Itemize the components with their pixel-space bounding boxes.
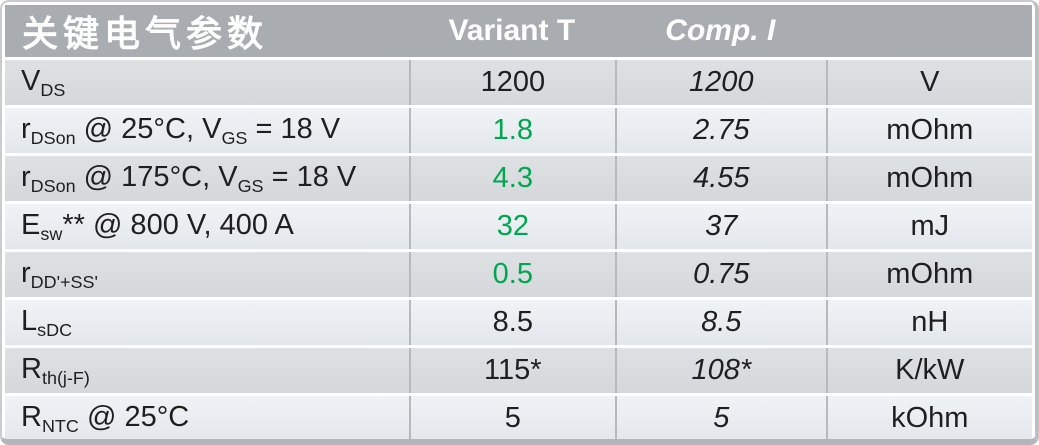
table-row: Rth(j-F) 115* 108* K/kW [5,348,1032,393]
comp-i-value-cell: 8.5 [615,300,826,345]
unit-cell: mOhm [825,156,1032,201]
unit-cell: mOhm [825,108,1032,153]
variant-t-value-cell: 4.3 [408,156,616,201]
variant-t-value-cell: 32 [408,204,616,249]
parameter-text: ** @ 800 V, 400 A [62,208,294,241]
table-row: rDSon @ 25°C, VGS = 18 V 1.8 2.75 mOhm [5,108,1032,153]
comp-i-value-cell: 0.75 [615,252,826,297]
table-title: 关键电气参数 [5,5,409,57]
comp-i-value-cell: 2.75 [615,108,826,153]
comp-i-value-cell: 5 [615,396,826,439]
parameter-subscript: NTC [41,415,79,436]
comp-i-value-cell: 4.55 [615,156,826,201]
parameter-subscript: sw [40,223,63,244]
column-header-comp-i: Comp. I [615,5,826,57]
table-header-row: 关键电气参数 Variant T Comp. I [5,5,1032,57]
parameter-text: r [21,160,31,193]
parameter-cell: VDS [5,60,409,105]
electrical-parameters-table: 关键电气参数 Variant T Comp. I VDS 1200 1200 V… [5,2,1032,439]
unit-cell: mOhm [825,252,1032,297]
unit-cell: mJ [825,204,1032,249]
table-row: RNTC @ 25°C 5 5 kOhm [5,396,1032,439]
parameter-subscript: DS [40,79,66,100]
column-header-variant-t: Variant T [408,5,616,57]
parameter-subscript: DSon [30,175,76,196]
table-row: VDS 1200 1200 V [5,60,1032,105]
parameter-text: r [21,256,31,289]
parameter-cell: Esw** @ 800 V, 400 A [5,204,409,249]
table-body: VDS 1200 1200 V rDSon @ 25°C, VGS = 18 V… [5,60,1032,439]
parameter-subscript: GS [221,127,248,148]
unit-cell: nH [825,300,1032,345]
table-row: Esw** @ 800 V, 400 A 32 37 mJ [5,204,1032,249]
variant-t-value-cell: 5 [408,396,616,439]
parameter-subscript: GS [237,175,264,196]
parameter-text: = 18 V [263,160,357,193]
parameter-cell: rDD'+SS' [5,252,409,297]
parameter-text: L [21,304,38,337]
parameter-cell: LsDC [5,300,409,345]
column-header-unit [825,5,1032,57]
parameter-text: R [21,400,42,433]
parameter-text: = 18 V [247,112,341,145]
parameter-cell: Rth(j-F) [5,348,409,393]
parameter-text: R [21,352,42,385]
unit-cell: V [825,60,1032,105]
comp-i-value-cell: 1200 [615,60,826,105]
comp-i-value-cell: 108* [615,348,826,393]
table-row: rDSon @ 175°C, VGS = 18 V 4.3 4.55 mOhm [5,156,1032,201]
parameter-subscript: DSon [30,127,76,148]
table-row: rDD'+SS' 0.5 0.75 mOhm [5,252,1032,297]
parameter-text: r [21,112,31,145]
parameter-text: @ 25°C [78,400,190,433]
parameter-text: @ 175°C, V [75,160,238,193]
parameter-cell: rDSon @ 175°C, VGS = 18 V [5,156,409,201]
parameter-subscript: sDC [37,319,73,340]
comp-i-value-cell: 37 [615,204,826,249]
table-row: LsDC 8.5 8.5 nH [5,300,1032,345]
parameter-subscript: th(j-F) [41,367,90,388]
parameter-cell: RNTC @ 25°C [5,396,409,439]
unit-cell: kOhm [825,396,1032,439]
parameter-text: E [21,208,41,241]
unit-cell: K/kW [825,348,1032,393]
parameter-text: V [21,64,41,97]
variant-t-value-cell: 1.8 [408,108,616,153]
variant-t-value-cell: 1200 [408,60,616,105]
variant-t-value-cell: 0.5 [408,252,616,297]
variant-t-value-cell: 8.5 [408,300,616,345]
parameter-cell: rDSon @ 25°C, VGS = 18 V [5,108,409,153]
variant-t-value-cell: 115* [408,348,616,393]
parameter-text: @ 25°C, V [75,112,222,145]
parameter-subscript: DD'+SS' [30,271,98,292]
